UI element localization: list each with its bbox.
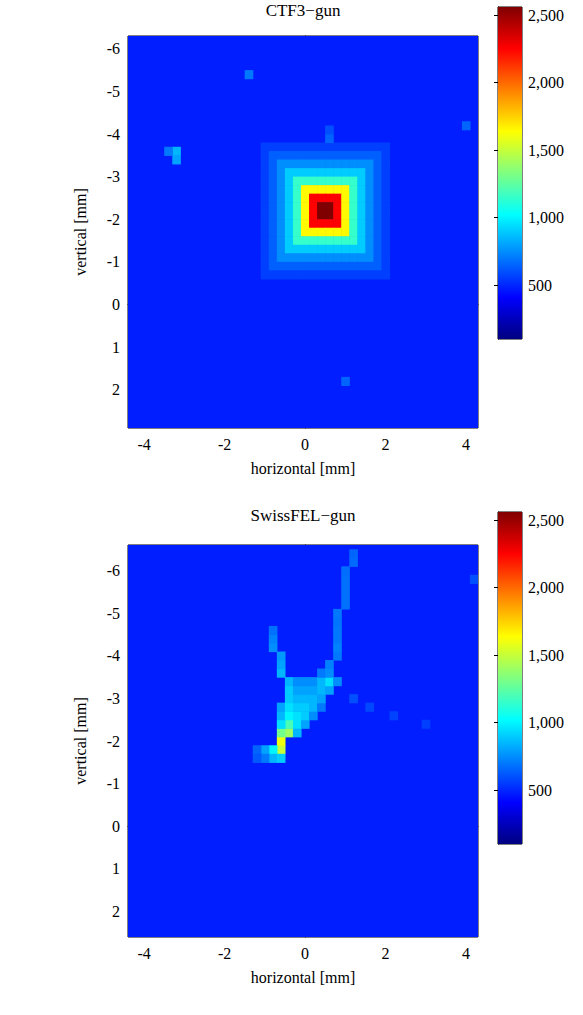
svg-text:-1: -1 bbox=[107, 775, 120, 792]
svg-text:vertical [mm]: vertical [mm] bbox=[72, 697, 89, 785]
svg-text:1: 1 bbox=[112, 860, 120, 877]
svg-text:2: 2 bbox=[381, 436, 389, 453]
svg-text:4: 4 bbox=[462, 436, 470, 453]
svg-text:-2: -2 bbox=[218, 945, 231, 962]
svg-text:-2: -2 bbox=[107, 211, 120, 228]
svg-text:0: 0 bbox=[301, 945, 309, 962]
svg-text:-2: -2 bbox=[218, 436, 231, 453]
svg-text:-2: -2 bbox=[107, 733, 120, 750]
svg-text:-5: -5 bbox=[107, 605, 120, 622]
svg-text:-5: -5 bbox=[107, 83, 120, 100]
svg-text:1,500: 1,500 bbox=[528, 647, 564, 664]
svg-text:2,000: 2,000 bbox=[528, 579, 564, 596]
svg-text:1,000: 1,000 bbox=[528, 209, 564, 226]
svg-text:1,000: 1,000 bbox=[528, 714, 564, 731]
svg-text:-4: -4 bbox=[107, 647, 120, 664]
svg-text:-1: -1 bbox=[107, 253, 120, 270]
svg-text:horizontal [mm]: horizontal [mm] bbox=[251, 969, 355, 986]
svg-text:0: 0 bbox=[301, 436, 309, 453]
svg-text:-4: -4 bbox=[107, 126, 120, 143]
svg-text:-3: -3 bbox=[107, 690, 120, 707]
svg-text:-6: -6 bbox=[107, 562, 120, 579]
svg-text:1,500: 1,500 bbox=[528, 142, 564, 159]
svg-text:500: 500 bbox=[528, 277, 552, 294]
svg-text:500: 500 bbox=[528, 782, 552, 799]
svg-text:SwissFEL−gun: SwissFEL−gun bbox=[251, 506, 356, 525]
svg-text:CTF3−gun: CTF3−gun bbox=[266, 1, 341, 20]
svg-text:2,500: 2,500 bbox=[528, 7, 564, 24]
svg-text:2: 2 bbox=[112, 903, 120, 920]
svg-text:0: 0 bbox=[112, 296, 120, 313]
svg-text:2: 2 bbox=[112, 381, 120, 398]
svg-text:0: 0 bbox=[112, 818, 120, 835]
svg-text:2,000: 2,000 bbox=[528, 74, 564, 91]
svg-text:4: 4 bbox=[462, 945, 470, 962]
svg-text:-4: -4 bbox=[137, 945, 150, 962]
svg-text:horizontal [mm]: horizontal [mm] bbox=[251, 460, 355, 477]
svg-text:-6: -6 bbox=[107, 40, 120, 57]
svg-text:-4: -4 bbox=[137, 436, 150, 453]
svg-text:2,500: 2,500 bbox=[528, 512, 564, 529]
svg-text:-3: -3 bbox=[107, 168, 120, 185]
svg-text:1: 1 bbox=[112, 339, 120, 356]
svg-text:vertical [mm]: vertical [mm] bbox=[72, 188, 89, 276]
svg-text:2: 2 bbox=[381, 945, 389, 962]
